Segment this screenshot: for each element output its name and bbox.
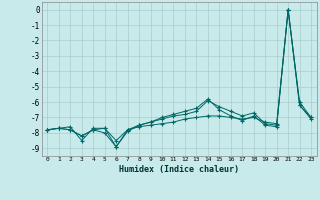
X-axis label: Humidex (Indice chaleur): Humidex (Indice chaleur)	[119, 165, 239, 174]
